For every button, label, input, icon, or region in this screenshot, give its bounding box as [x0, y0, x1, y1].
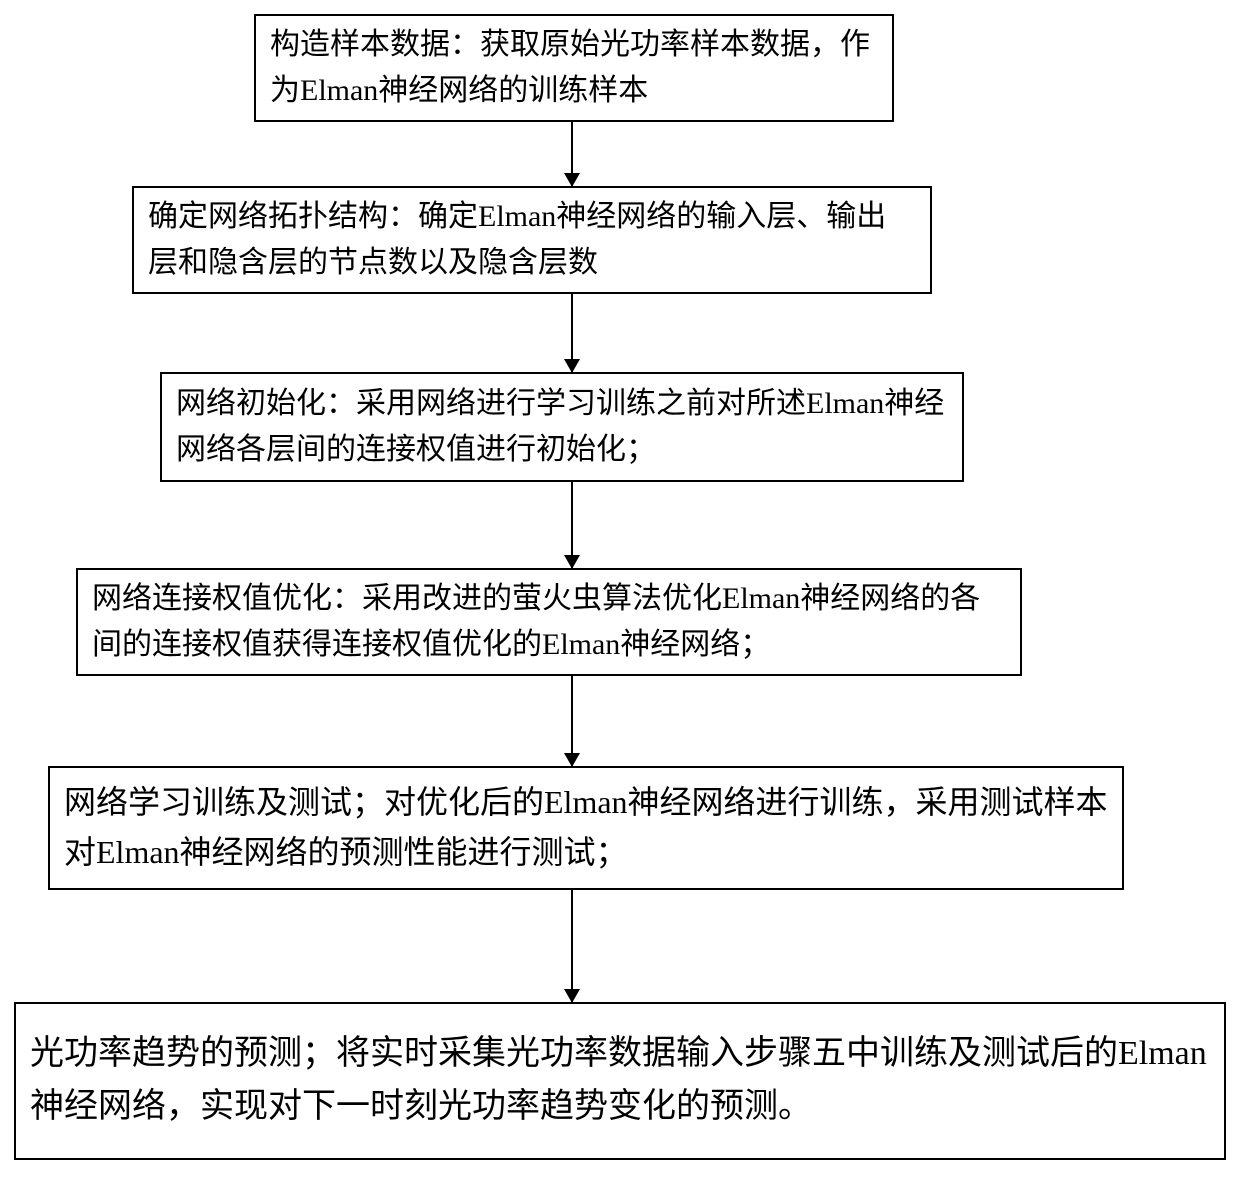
- flowchart-node-2: 确定网络拓扑结构：确定Elman神经网络的输入层、输出层和隐含层的节点数以及隐含…: [132, 186, 932, 294]
- flowchart-node-1: 构造样本数据：获取原始光功率样本数据，作为Elman神经网络的训练样本: [254, 14, 894, 122]
- node-text: 网络连接权值优化：采用改进的萤火虫算法优化Elman神经网络的各间的连接权值获得…: [92, 576, 1006, 669]
- flowchart-node-6: 光功率趋势的预测；将实时采集光功率数据输入步骤五中训练及测试后的Elman神经网…: [14, 1002, 1226, 1160]
- flowchart-arrow-4: [571, 676, 573, 766]
- flowchart-arrow-5: [571, 890, 573, 1002]
- flowchart-arrow-1: [571, 122, 573, 186]
- flowchart-arrow-3: [571, 482, 573, 568]
- flowchart-arrow-2: [571, 294, 573, 372]
- node-text: 光功率趋势的预测；将实时采集光功率数据输入步骤五中训练及测试后的Elman神经网…: [30, 1028, 1210, 1133]
- node-text: 确定网络拓扑结构：确定Elman神经网络的输入层、输出层和隐含层的节点数以及隐含…: [148, 194, 916, 287]
- node-text: 构造样本数据：获取原始光功率样本数据，作为Elman神经网络的训练样本: [270, 22, 878, 115]
- node-text: 网络学习训练及测试；对优化后的Elman神经网络进行训练，采用测试样本对Elma…: [64, 778, 1108, 877]
- flowchart-node-4: 网络连接权值优化：采用改进的萤火虫算法优化Elman神经网络的各间的连接权值获得…: [76, 568, 1022, 676]
- flowchart-node-5: 网络学习训练及测试；对优化后的Elman神经网络进行训练，采用测试样本对Elma…: [48, 766, 1124, 890]
- flowchart-node-3: 网络初始化：采用网络进行学习训练之前对所述Elman神经网络各层间的连接权值进行…: [160, 372, 964, 482]
- node-text: 网络初始化：采用网络进行学习训练之前对所述Elman神经网络各层间的连接权值进行…: [176, 381, 948, 474]
